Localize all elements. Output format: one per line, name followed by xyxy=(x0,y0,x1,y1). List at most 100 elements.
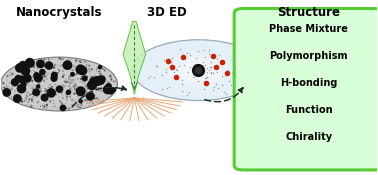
Point xyxy=(14,97,20,100)
Point xyxy=(4,79,10,81)
Point xyxy=(23,97,29,100)
Point xyxy=(77,64,83,67)
Point xyxy=(27,93,33,96)
Point xyxy=(192,63,198,65)
Point xyxy=(33,74,39,77)
Point xyxy=(52,89,58,91)
Point xyxy=(201,64,208,66)
Point xyxy=(79,65,85,68)
Point xyxy=(77,100,83,103)
Point xyxy=(46,61,53,64)
Point xyxy=(64,94,70,97)
Point xyxy=(75,93,81,95)
Point xyxy=(187,65,194,68)
Point xyxy=(165,59,171,62)
Point xyxy=(65,91,71,94)
Point xyxy=(145,77,151,79)
Point xyxy=(46,94,52,97)
Point xyxy=(82,94,88,97)
Point xyxy=(75,89,81,92)
Point xyxy=(34,107,40,109)
Point xyxy=(18,89,24,92)
Point xyxy=(107,89,113,92)
Point xyxy=(154,65,160,67)
Point xyxy=(83,79,89,82)
Point xyxy=(99,78,105,80)
Point xyxy=(51,102,57,105)
Point xyxy=(12,82,18,85)
Point xyxy=(82,68,88,71)
Point xyxy=(221,91,227,94)
Point xyxy=(9,95,15,98)
Point xyxy=(85,67,91,69)
Point xyxy=(40,107,46,109)
Point xyxy=(47,63,53,66)
Point xyxy=(19,75,25,78)
Point xyxy=(56,68,62,71)
Point xyxy=(34,95,40,98)
Point xyxy=(66,85,72,87)
Point xyxy=(72,82,78,85)
Point xyxy=(86,84,92,87)
Point xyxy=(50,80,56,83)
Point xyxy=(48,108,54,110)
Point xyxy=(73,61,79,64)
Point xyxy=(33,89,39,92)
Point xyxy=(17,91,23,94)
Point xyxy=(65,107,71,110)
Point xyxy=(87,102,93,105)
Point xyxy=(11,82,17,85)
Point xyxy=(30,69,36,72)
Point xyxy=(21,85,27,87)
Point xyxy=(95,66,101,69)
Point xyxy=(37,65,43,68)
Point xyxy=(28,104,34,107)
Point xyxy=(105,89,112,92)
Text: Chirality: Chirality xyxy=(285,132,332,142)
Point xyxy=(92,97,98,100)
Point xyxy=(94,97,100,100)
Point xyxy=(17,74,23,77)
Point xyxy=(213,82,219,85)
Point xyxy=(57,64,63,67)
Point xyxy=(108,78,115,81)
Point xyxy=(84,97,90,100)
Point xyxy=(64,64,70,66)
Point xyxy=(59,103,65,106)
Point xyxy=(44,71,50,73)
Point xyxy=(66,74,72,76)
Point xyxy=(59,102,65,104)
Point xyxy=(27,104,33,106)
Point xyxy=(90,94,96,96)
Point xyxy=(169,65,175,68)
Point xyxy=(30,96,36,98)
Point xyxy=(55,106,61,108)
Point xyxy=(98,89,104,92)
Point xyxy=(47,85,53,88)
Point xyxy=(204,70,211,73)
Point xyxy=(243,64,249,67)
Point xyxy=(35,93,41,96)
Point xyxy=(56,108,62,111)
Point xyxy=(76,106,82,109)
Point xyxy=(77,68,84,71)
Point xyxy=(55,74,61,76)
Point xyxy=(71,85,77,88)
Point xyxy=(19,88,25,91)
Point xyxy=(19,68,25,71)
Point xyxy=(94,68,100,71)
Point xyxy=(107,74,113,76)
Point xyxy=(19,96,25,99)
Point xyxy=(76,105,82,108)
Point xyxy=(59,91,65,94)
Point xyxy=(50,70,56,73)
Point xyxy=(76,80,82,83)
Point xyxy=(36,59,42,62)
Point xyxy=(36,77,42,80)
Point xyxy=(59,57,65,60)
Point xyxy=(85,99,91,102)
Point xyxy=(59,91,65,94)
Point xyxy=(72,88,78,90)
Point xyxy=(95,66,101,69)
Point xyxy=(59,101,65,104)
